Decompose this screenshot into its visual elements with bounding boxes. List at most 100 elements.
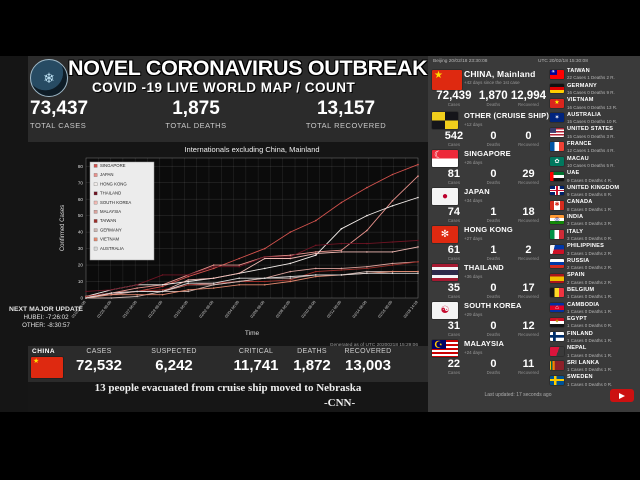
svg-text:02/14 06:00: 02/14 06:00 (351, 299, 368, 319)
stat-deaths: 0 Deaths (476, 358, 511, 375)
total-deaths-value: 1,875 (172, 98, 220, 119)
country-row: ★ CHINA, Mainland +42 days since the 1st c… (432, 68, 546, 110)
china-deaths-value: 1,872 (293, 357, 331, 374)
stat-value: 61 (447, 244, 461, 256)
country-name: THAILAND (464, 263, 504, 272)
country-name: UNITED KINGDOM (567, 184, 620, 191)
flag-emblem-icon: ● (441, 190, 449, 202)
stat-deaths: 1 Deaths (476, 206, 511, 223)
country-name: GERMANY (567, 82, 597, 89)
stat-value: 35 (447, 282, 461, 294)
country-mini-row: PHILIPPINES 3 Cases 1 Deaths 2 R. (550, 243, 640, 258)
svg-text:SINGAPORE: SINGAPORE (100, 163, 126, 168)
flag-emblem-icon: ⌂ (555, 304, 559, 311)
flag-emblem-icon: ☾ (434, 150, 443, 161)
china-cases-value: 72,532 (76, 357, 122, 374)
flag-icon (550, 127, 564, 137)
stat-recovered: 11 Recovered (511, 358, 546, 375)
stat-label: Recovered (518, 332, 539, 337)
days-since-first-case: +42 days since the 1st case (464, 80, 520, 85)
stat-label: Deaths (486, 294, 501, 299)
flag-emblem-icon: ✶ (554, 114, 560, 121)
country-stats: 61 Cases 1 Deaths 2 Recovered (432, 244, 546, 261)
days-since-first-case: +27 days (464, 236, 483, 241)
china-deaths-label: DEATHS (297, 348, 327, 355)
china-stats-bar: CHINA ★ CASES 72,532 SUSPECTED 6,242 CRI… (28, 346, 428, 382)
country-mini-row: SPAIN 2 Cases 0 Deaths 2 R. (550, 272, 640, 287)
flag-icon: ★ (432, 70, 462, 90)
flag-icon (550, 244, 564, 254)
stat-recovered: 2 Recovered (511, 244, 546, 261)
country-name: PHILIPPINES (567, 243, 605, 250)
svg-text:30: 30 (78, 246, 84, 251)
svg-text:01/25 06:00: 01/25 06:00 (96, 299, 113, 319)
next-update-hubei: HUBEI: -7:26:02 (23, 314, 69, 321)
stat-label: Deaths (486, 256, 501, 261)
svg-text:TAIWAN: TAIWAN (100, 218, 116, 223)
country-name: RUSSIA (567, 257, 590, 264)
days-since-first-case: +24 days (464, 350, 483, 355)
svg-text:10: 10 (78, 279, 84, 284)
country-panel: Beijing 20/02/18 23:30:08 UTC 20/02/18 1… (428, 56, 640, 412)
stat-value: 12 (522, 320, 535, 332)
svg-text:02/12 06:00: 02/12 06:00 (326, 299, 343, 319)
flag-icon (550, 142, 564, 152)
flag-emblem-icon: ★ (33, 358, 40, 365)
china-suspected-stat: SUSPECTED 6,242 (134, 348, 214, 374)
stat-cases: 542 Cases (432, 130, 476, 147)
stat-label: Recovered (518, 256, 539, 261)
svg-text:02/04 06:00: 02/04 06:00 (223, 299, 240, 319)
country-name: MACAU (567, 155, 589, 162)
china-cases-stat: CASES 72,532 (59, 348, 139, 374)
news-source: -CNN- (324, 397, 356, 409)
stat-value: 12,994 (510, 90, 546, 102)
svg-text:THAILAND: THAILAND (100, 191, 121, 196)
svg-text:AUSTRALIA: AUSTRALIA (100, 246, 124, 251)
country-mini-row: BELGIUM 1 Cases 0 Deaths 1 R. (550, 287, 640, 302)
country-mini-row: SRI LANKA 1 Cases 0 Deaths 1 R. (550, 360, 640, 375)
flag-emblem-icon: ✿ (554, 158, 560, 165)
stat-value: 11 (522, 358, 535, 370)
svg-text:VIETNAM: VIETNAM (100, 237, 120, 242)
country-mini-row: UNITED STATES 15 Cases 0 Deaths 3 R. (550, 126, 640, 141)
country-stats: 31 Cases 0 Deaths 12 Recovered (432, 320, 546, 337)
red-play-badge-icon (610, 389, 634, 402)
country-mini-row: ☀ TAIWAN 22 Cases 1 Deaths 2 R. (550, 68, 640, 83)
page-subtitle: COVID -19 LIVE WORLD MAP / COUNT (92, 80, 356, 95)
country-mini-row: ✱ CANADA 8 Cases 0 Deaths 1 R. (550, 199, 640, 214)
days-since-first-case: +12 days (464, 122, 483, 127)
country-name: MALAYSIA (464, 339, 505, 348)
country-stats-line: 1 Cases 0 Deaths 0 R. (567, 381, 613, 387)
stat-cases: 74 Cases (432, 206, 476, 223)
stat-deaths: 0 Deaths (476, 168, 511, 185)
stat-label: Cases (447, 142, 461, 147)
stat-label: Deaths (486, 370, 501, 375)
stat-cases: 61 Cases (432, 244, 476, 261)
svg-text:Internationals excluding China: Internationals excluding China, Mainland (184, 145, 319, 154)
flag-icon: ⌂ (550, 303, 564, 312)
country-stats: 72,439 Cases 1,870 Deaths 12,994 Recovered (432, 90, 546, 107)
flag-icon (550, 84, 564, 94)
flag-icon: ☪ (432, 340, 458, 357)
country-rows-secondary: ☀ TAIWAN 22 Cases 1 Deaths 2 R. GERMANY 16 C… (550, 68, 640, 389)
china-cases-label: CASES (86, 348, 112, 355)
stat-label: Recovered (518, 218, 539, 223)
country-name: SINGAPORE (464, 149, 511, 158)
country-stats-line: 9 Cases 0 Deaths 4 R. (567, 177, 613, 183)
country-name: BELGIUM (567, 286, 595, 293)
total-deaths-label: TOTAL DEATHS (165, 121, 227, 130)
snowflake-icon: ❄ (43, 69, 55, 86)
country-name: JAPAN (464, 187, 490, 196)
flag-icon (550, 288, 564, 298)
stat-label: Cases (447, 332, 461, 337)
stat-cases: 35 Cases (432, 282, 476, 299)
china-label: CHINA (32, 348, 56, 355)
country-stats-line: 2 Cases 0 Deaths 2 R. (567, 279, 613, 285)
flag-emblem-icon: ☪ (434, 340, 443, 351)
flag-emblem-icon: ★ (434, 70, 443, 81)
country-mini-row: SWEDEN 1 Cases 0 Deaths 0 R. (550, 374, 640, 389)
country-mini-row: FRANCE 12 Cases 1 Deaths 4 R. (550, 141, 640, 156)
stat-value: 0 (490, 320, 497, 332)
svg-text:02/02 06:00: 02/02 06:00 (198, 299, 215, 319)
china-recovered-stat: RECOVERED 13,003 (330, 348, 406, 374)
